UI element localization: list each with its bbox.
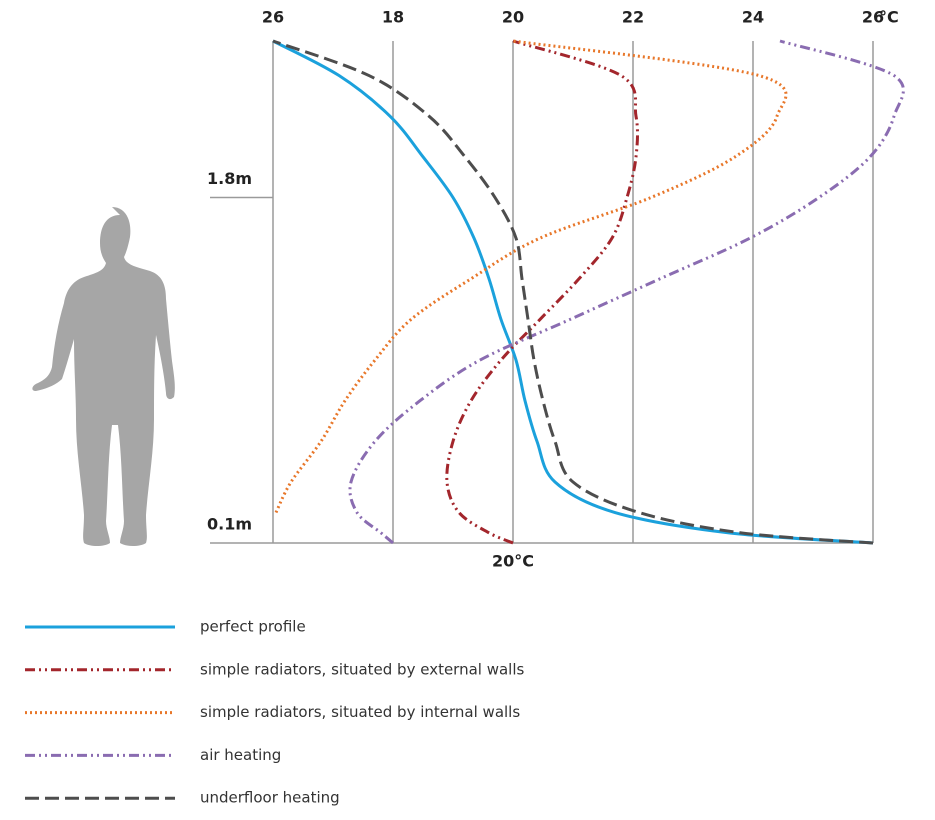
series-line <box>272 39 874 545</box>
x-tick-label: 24 <box>742 8 764 27</box>
series-line <box>445 39 639 545</box>
legend-label: underfloor heating <box>200 789 340 807</box>
y-tick-label: 1.8m <box>207 169 252 188</box>
person-silhouette <box>32 207 175 546</box>
y-tick-label: 0.1m <box>207 515 252 534</box>
x-tick-label: 18 <box>382 8 404 27</box>
x-axis-label: °C <box>879 8 899 27</box>
legend-label: simple radiators, situated by external w… <box>200 660 525 678</box>
legend-label: perfect profile <box>200 618 306 636</box>
series-line <box>274 39 788 514</box>
x-tick-label: 26 <box>262 8 284 27</box>
series-line <box>348 39 905 545</box>
annotation: 20°C <box>492 552 534 571</box>
x-tick-label: 20 <box>502 8 524 27</box>
series-line <box>272 39 874 545</box>
x-tick-label: 22 <box>622 8 644 27</box>
legend-label: air heating <box>200 746 281 764</box>
legend-label: simple radiators, situated by internal w… <box>200 703 520 721</box>
x-tick-label: 26 <box>862 8 884 27</box>
